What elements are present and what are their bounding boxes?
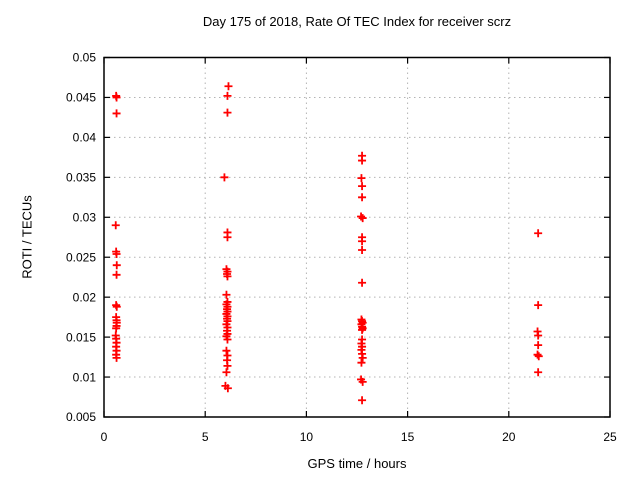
data-point-marker (112, 302, 121, 311)
data-point-marker (534, 301, 543, 310)
data-point-marker (534, 352, 543, 361)
data-point-marker (358, 156, 367, 165)
data-point-marker (358, 214, 367, 223)
data-point-marker (357, 212, 366, 221)
data-point-marker (358, 182, 367, 191)
data-point-marker (223, 108, 232, 117)
x-tick-label: 0 (101, 430, 108, 444)
y-tick-label: 0.02 (73, 290, 97, 304)
x-tick-label: 5 (202, 430, 209, 444)
data-point-marker (534, 368, 543, 377)
data-point-marker (112, 93, 121, 102)
data-point-marker (223, 361, 232, 370)
x-tick-label: 15 (401, 430, 415, 444)
data-point-marker (357, 358, 366, 367)
y-tick-label: 0.03 (73, 210, 97, 224)
data-point-marker (358, 237, 367, 246)
y-tick-label: 0.035 (66, 171, 96, 185)
y-tick-label: 0.045 (66, 91, 96, 105)
x-tick-label: 25 (603, 430, 617, 444)
data-point-marker (222, 368, 231, 377)
data-point-marker (357, 174, 366, 183)
x-axis-title: GPS time / hours (307, 456, 407, 471)
data-point-marker (358, 278, 367, 287)
data-point-marker (223, 384, 232, 393)
y-tick-label: 0.025 (66, 250, 96, 264)
data-point-marker (222, 346, 231, 355)
y-tick-label: 0.04 (73, 131, 97, 145)
data-point-marker (112, 270, 121, 279)
data-point-marker (534, 229, 543, 238)
y-tick-label: 0.05 (73, 51, 97, 65)
data-point-marker (534, 331, 543, 340)
data-point-marker (111, 221, 120, 230)
x-tick-label: 20 (502, 430, 516, 444)
data-point-marker (112, 324, 121, 333)
plot-border (103, 56, 611, 418)
y-tick-label: 0.015 (66, 330, 96, 344)
data-point-marker (220, 173, 229, 182)
y-tick-label: 0.01 (73, 370, 97, 384)
data-point-marker (112, 109, 121, 118)
data-point-marker (358, 353, 367, 362)
data-point-marker (534, 341, 543, 350)
data-point-marker (358, 396, 367, 405)
data-point-marker (358, 246, 367, 255)
x-tick-label: 10 (300, 430, 314, 444)
data-point-marker (222, 290, 231, 299)
y-tick-label: 0.005 (66, 410, 96, 424)
data-point-marker (533, 350, 542, 359)
data-point-marker (223, 272, 232, 281)
data-point-marker (223, 91, 232, 100)
data-point-marker (358, 377, 367, 386)
data-point-marker (358, 325, 367, 334)
data-point-marker (112, 261, 121, 270)
data-point-marker (112, 353, 121, 362)
data-point-marker (224, 82, 233, 91)
chart-title: Day 175 of 2018, Rate Of TEC Index for r… (202, 14, 512, 29)
data-point-marker (112, 250, 121, 259)
data-point-marker (358, 193, 367, 202)
data-point-marker (223, 335, 232, 344)
data-point-marker (223, 233, 232, 242)
